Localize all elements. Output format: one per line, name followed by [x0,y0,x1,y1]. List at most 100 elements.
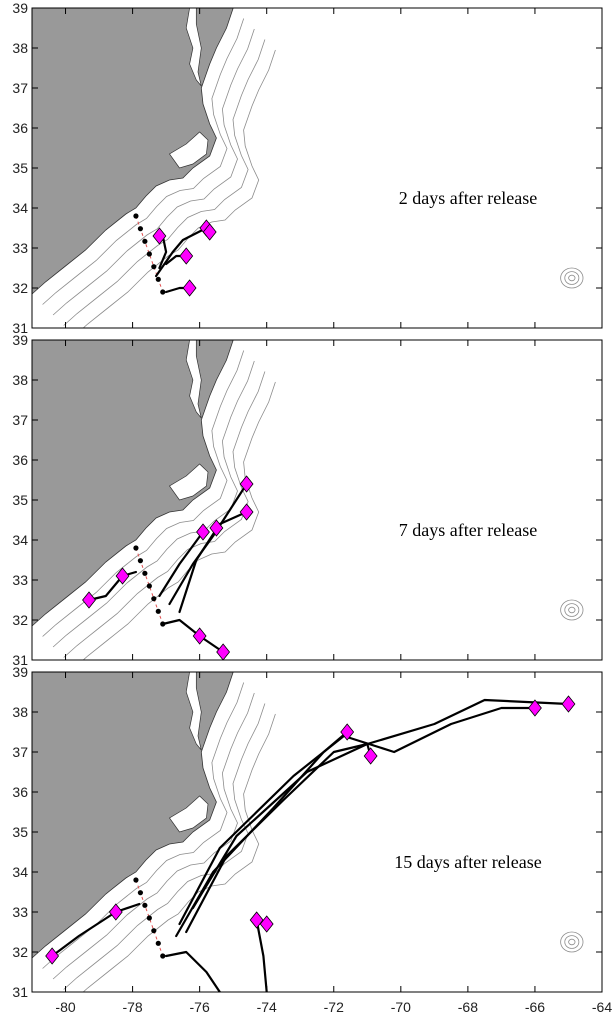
drifter-position-marker [82,591,96,609]
sound-outline [168,795,209,833]
drifter-track [255,918,268,992]
map-panel: 2 days after release 31 32 33 34 35 36 37 38 39 [12,0,603,336]
seamount-contour [564,603,580,617]
drifter-position-marker [179,247,194,265]
lat-tick-label: 38 [12,704,28,720]
sound-outline [168,131,209,169]
lat-tick-label: 38 [12,40,28,56]
drifter-track [158,530,205,598]
lat-tick-label: 34 [12,532,28,548]
drifter-position-marker [108,903,123,921]
bathymetry-contour [52,692,255,980]
lon-tick-label: -78 [122,999,142,1015]
release-point [155,940,161,946]
release-point [160,953,166,959]
panel-title: 7 days after release [399,520,537,540]
seamount-contour [560,267,584,289]
seamount-contour [564,935,580,949]
drifter-track [178,706,536,926]
bathymetry-contour [82,713,276,992]
release-point [146,251,152,257]
drifter-track [191,698,570,910]
drifter-position-marker [528,699,542,717]
bathymetry-contour [52,28,255,316]
drifter-track [165,950,221,992]
map-panel: 7 days after release 31 32 33 34 35 36 37 38 39 [12,332,603,668]
drifter-position-marker [192,627,207,645]
lon-tick-label: -68 [458,999,478,1015]
release-point [146,915,152,921]
seamount-contour [564,271,580,285]
sound-outline [168,463,209,501]
bathymetry-contour [63,39,266,326]
release-point [155,276,161,282]
drifter-position-marker [115,567,130,585]
bay-outline [185,8,202,87]
lat-tick-label: 37 [12,412,28,428]
bay-outline [185,672,202,751]
lat-tick-label: 31 [12,320,28,336]
release-point [137,558,144,564]
drifter-position-marker [363,747,378,765]
drifter-position-marker [561,695,576,713]
seamount-contour [568,938,576,946]
bathymetry-contour [63,371,266,658]
release-point [151,264,157,270]
lat-tick-label: 33 [12,904,28,920]
bathymetry-contour [42,682,245,969]
drifter-position-marker [216,643,231,660]
lat-tick-label: 31 [12,652,28,668]
drifter-position-marker [239,475,254,493]
drifter-position-marker [340,723,355,741]
lat-tick-label: 31 [12,984,28,1000]
lat-tick-label: 37 [12,80,28,96]
release-point [146,583,152,589]
release-point [133,545,139,551]
panel-title: 15 days after release [394,852,541,872]
lat-tick-label: 33 [12,572,28,588]
bathymetry-contour [82,381,276,660]
release-point [160,289,166,295]
release-point [155,608,161,614]
lat-tick-label: 34 [12,864,28,880]
release-point [137,890,144,896]
lat-tick-label: 34 [12,200,28,216]
drifter-position-marker [202,223,217,241]
drifter-track [87,570,137,602]
release-point [133,213,139,219]
bay-outline [185,340,202,419]
land-area [32,672,234,959]
drifter-position-marker [152,227,167,245]
lat-tick-label: 36 [12,120,28,136]
land-area [32,8,234,295]
lon-tick-label: -80 [55,999,75,1015]
lat-tick-label: 39 [12,664,28,680]
drifter-position-marker [259,915,274,933]
lat-tick-label: 36 [12,784,28,800]
lat-tick-label: 39 [12,332,28,348]
lat-tick-label: 32 [12,944,28,960]
drifter-position-marker [209,519,224,537]
lon-tick-label: -72 [324,999,344,1015]
lat-tick-label: 35 [12,824,28,840]
seamount-contour [568,274,576,282]
map-panel: 15 days after release 31 32 33 34 35 36 37 38 39 [12,664,603,1000]
bathymetry-contour [42,350,245,637]
release-point [133,877,139,883]
release-point [142,570,148,576]
drifter-track [185,742,372,934]
lat-tick-label: 38 [12,372,28,388]
lat-tick-label: 35 [12,160,28,176]
drifter-track [178,510,248,614]
release-point [142,238,148,244]
drifter-position-marker [239,503,254,521]
lon-tick-label: -74 [257,999,277,1015]
seamount-contour [560,599,584,621]
release-point [151,928,157,934]
seamount-contour [560,931,584,953]
drifter-position-marker [196,523,210,541]
drifter-track [161,618,225,654]
panel-title: 2 days after release [399,188,537,208]
release-point [142,902,148,908]
